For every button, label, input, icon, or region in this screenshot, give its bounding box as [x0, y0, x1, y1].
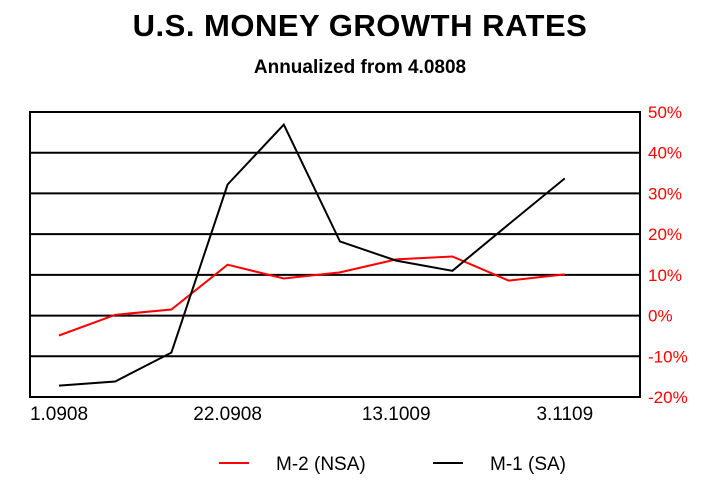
- y-tick-label: 50%: [648, 103, 682, 122]
- x-tick-label: 1.0908: [30, 404, 88, 425]
- chart-subtitle: Annualized from 4.0808: [253, 57, 467, 78]
- chart-title: U.S. MONEY GROWTH RATES: [132, 8, 588, 43]
- gridlines: [30, 111, 640, 398]
- series-lines: [58, 122, 566, 387]
- plot-frame: [29, 111, 641, 398]
- y-tick-label: -10%: [648, 347, 688, 366]
- series-line-m-2-nsa: [58, 255, 565, 337]
- x-tick-label: 22.0908: [193, 404, 262, 425]
- y-tick-label: -20%: [648, 388, 688, 407]
- y-tick-label: 0%: [648, 307, 673, 326]
- y-axis-ticks: 50% 40% 30% 20% 10% 0% -10% -20%: [648, 103, 688, 407]
- legend-label: M-2 (NSA): [276, 454, 366, 475]
- x-tick-label: 13.1009: [362, 404, 431, 425]
- legend-label: M-1 (SA): [490, 454, 566, 475]
- y-tick-label: 20%: [648, 225, 682, 244]
- y-tick-label: 40%: [648, 144, 682, 163]
- y-tick-label: 10%: [648, 266, 682, 285]
- x-axis-ticks: 1.0908 22.0908 13.1009 3.1109: [30, 404, 593, 425]
- x-tick-label: 3.1109: [536, 404, 593, 425]
- series-line-m-1-sa: [58, 122, 566, 387]
- y-tick-label: 30%: [648, 184, 682, 203]
- legend: M-2 (NSA) M-1 (SA): [219, 454, 566, 475]
